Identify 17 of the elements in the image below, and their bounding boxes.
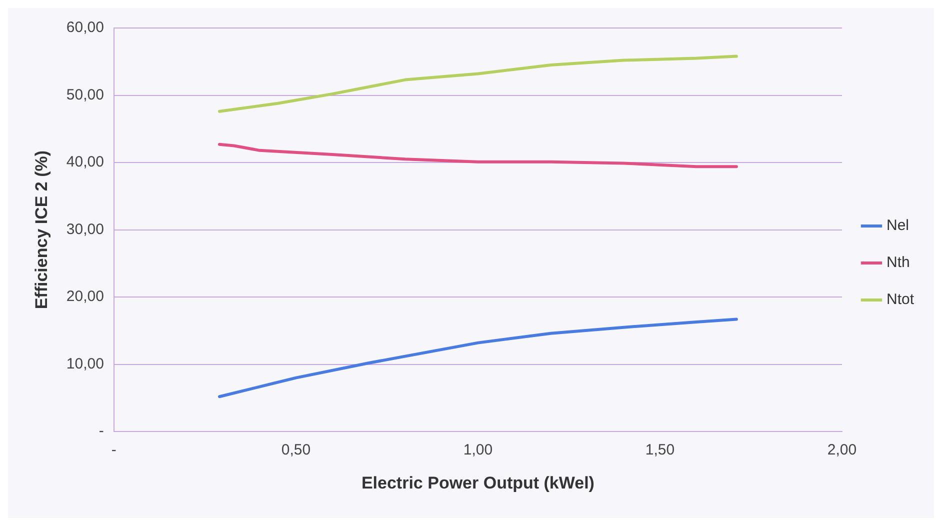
- legend-label: Nth: [886, 254, 910, 272]
- y-tick-label: 40,00: [66, 154, 104, 171]
- legend-label: Ntot: [886, 291, 915, 308]
- y-tick-label: -: [98, 422, 104, 440]
- x-tick-label: 0,50: [281, 442, 311, 459]
- x-tick-label: 1,00: [463, 442, 493, 459]
- y-tick-label: 30,00: [66, 220, 104, 238]
- x-axis-title: Electric Power Output (kWel): [361, 473, 594, 492]
- x-tick-label: -: [111, 442, 116, 459]
- y-tick-label: 50,00: [66, 86, 104, 104]
- x-tick-label: 2,00: [827, 442, 857, 459]
- legend-label: Nel: [886, 217, 910, 234]
- y-axis-title: Efficiency ICE 2 (%): [32, 150, 51, 310]
- y-tick-label: 10,00: [66, 355, 104, 372]
- x-tick-label: 1,50: [645, 442, 675, 459]
- y-tick-label: 60,00: [66, 19, 104, 36]
- y-tick-label: 20,00: [66, 288, 104, 306]
